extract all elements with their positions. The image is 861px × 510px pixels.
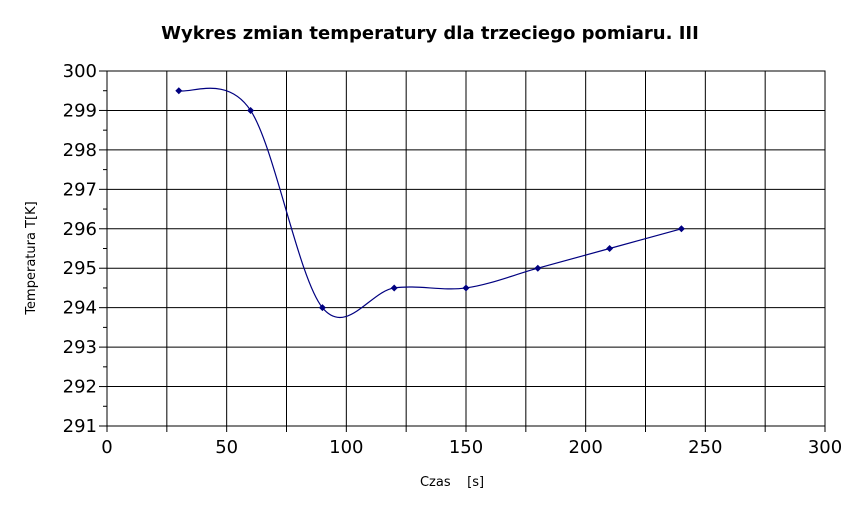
data-point-marker [534,264,542,272]
y-axis-label: Temperatura T[K] [24,201,39,315]
y-tick-label: 300 [63,61,97,82]
y-tick-label: 292 [63,377,97,398]
grid-lines [99,70,826,432]
data-point-marker [175,87,183,95]
x-tick-label: 250 [688,437,722,458]
x-tick-label: 100 [329,437,363,458]
series-line [178,87,682,319]
x-tick-label: 200 [568,437,602,458]
x-tick-label: 150 [449,437,483,458]
y-tick-label: 293 [63,337,97,358]
x-axis-label: Czas [s] [420,475,484,490]
y-tick-label: 295 [63,258,97,279]
data-point-marker [247,106,255,114]
y-tick-label: 291 [63,416,97,437]
y-tick-label: 296 [63,219,97,240]
y-tick-label: 299 [63,100,97,121]
data-point-marker [462,284,470,292]
plot-area [106,70,826,427]
data-point-marker [677,225,685,233]
y-tick-label: 297 [63,179,97,200]
y-tick-label: 294 [63,298,97,319]
data-point-marker [390,284,398,292]
x-tick-label: 300 [808,437,842,458]
x-tick-label: 0 [101,437,112,458]
data-point-marker [606,245,614,252]
tick-labels: 0 50 100 150 200 250 300 291 292 293 294 295 296 297 2… [63,61,843,458]
y-tick-label: 298 [63,140,97,161]
data-point-marker [318,304,326,312]
chart-title: Wykres zmian temperatury dla trzeciego p… [161,23,699,44]
data-points [175,87,685,312]
x-tick-label: 50 [215,437,238,458]
